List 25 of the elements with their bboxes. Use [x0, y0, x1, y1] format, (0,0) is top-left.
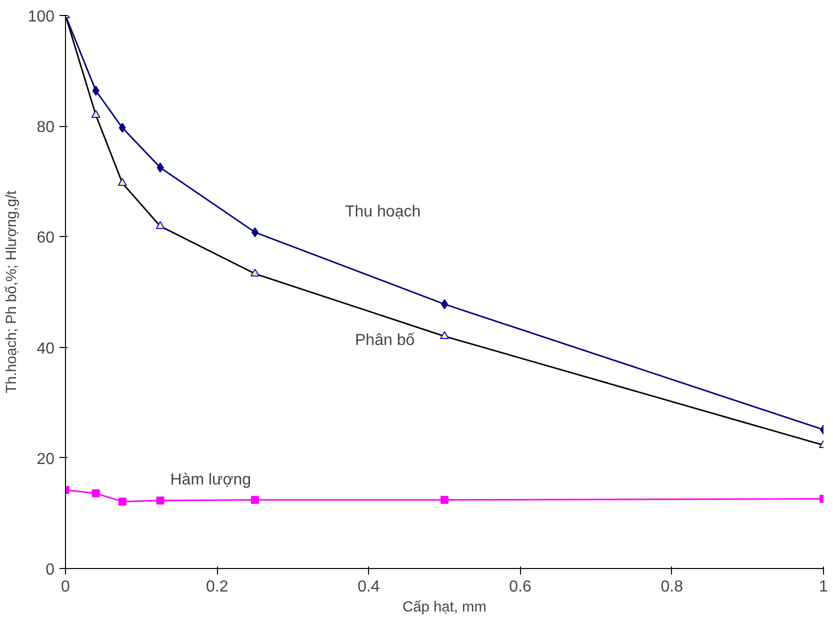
text: Thu hoạch: [345, 203, 421, 220]
point: [118, 122, 126, 133]
x-tick-label: 0.6: [509, 578, 532, 596]
x-tick-label: 0.4: [358, 578, 380, 596]
point: [251, 496, 259, 504]
y-axis-title: Th.hoạch; Ph bố,%; Hlượng,g/t: [4, 190, 20, 394]
y-tick-label: 40: [36, 340, 55, 358]
point: [156, 496, 164, 504]
point: [92, 489, 100, 498]
y-tick-label: 100: [28, 8, 55, 26]
y-tick-label: 0: [46, 562, 55, 578]
x-tick-label: 1: [819, 578, 828, 596]
point: [440, 496, 448, 504]
y-tick-label: 80: [36, 119, 55, 136]
x-tick-label: 0: [61, 578, 70, 596]
series-label: Hàm lượng: [170, 471, 252, 488]
point: [118, 498, 126, 506]
x-tick-label: 0.8: [660, 578, 684, 596]
y-tick-label: 20: [36, 450, 55, 468]
point: [92, 86, 100, 96]
x-axis-title: Cấp hạt, mm: [402, 600, 486, 616]
x-tick-label: 0.2: [206, 578, 228, 596]
point: [156, 162, 164, 173]
y-tick-label: 60: [36, 230, 55, 247]
series-label: Phân bố: [355, 332, 415, 349]
